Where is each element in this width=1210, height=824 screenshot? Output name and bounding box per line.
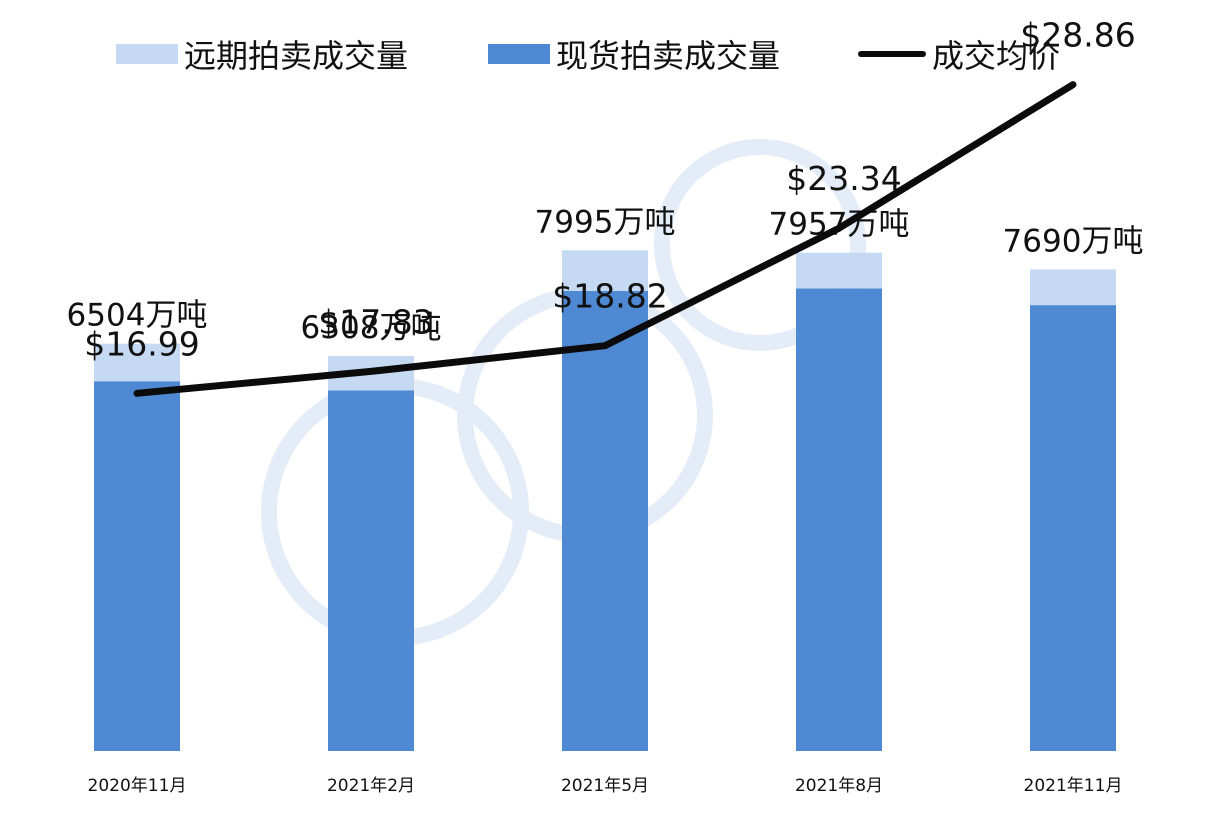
- legend-label-spot-volume: 现货拍卖成交量: [556, 37, 781, 75]
- bar-total-label: 6308万吨: [301, 310, 442, 346]
- legend-item-spot-volume: 现货拍卖成交量: [488, 24, 780, 84]
- bar-spot-volume: [1030, 305, 1116, 751]
- legend-label-avg-price: 成交均价: [932, 37, 1061, 75]
- bar-spot-volume: [94, 381, 180, 751]
- legend-item-avg-price: 成交均价: [858, 24, 1060, 84]
- legend-swatch-forward-volume: [116, 44, 178, 64]
- bar-forward-volume: [1030, 269, 1116, 306]
- price-data-label: $16.99: [84, 324, 199, 363]
- legend: 远期拍卖成交量 现货拍卖成交量 成交均价: [0, 24, 1210, 84]
- bar-spot-volume: [796, 288, 882, 751]
- bar-total-label: 6504万吨: [67, 298, 208, 334]
- bar-forward-volume: [796, 252, 882, 289]
- bar-spot-volume: [562, 291, 648, 751]
- x-tick-label: 2021年8月: [795, 776, 883, 796]
- bar-forward-volume: [562, 250, 648, 292]
- price-data-label: $17.83: [318, 302, 433, 341]
- legend-label-forward-volume: 远期拍卖成交量: [184, 37, 409, 75]
- legend-swatch-spot-volume: [488, 44, 550, 64]
- price-data-label: $23.34: [786, 159, 901, 198]
- bar-total-label: 7995万吨: [535, 204, 676, 240]
- x-tick-label: 2021年2月: [327, 776, 415, 796]
- series-line-avg-price: [133, 81, 1077, 397]
- price-data-label: $18.82: [552, 277, 667, 316]
- price-data-label: $28.86: [1020, 16, 1135, 55]
- legend-item-forward-volume: 远期拍卖成交量: [116, 24, 408, 84]
- x-tick-label: 2021年11月: [1024, 776, 1123, 796]
- bar-forward-volume: [94, 343, 180, 382]
- bar-total-label: 7690万吨: [1003, 223, 1144, 259]
- bar-spot-volume: [328, 390, 414, 751]
- x-tick-label: 2021年5月: [561, 776, 649, 796]
- x-tick-label: 2020年11月: [88, 776, 187, 796]
- legend-line-avg-price: [858, 51, 926, 57]
